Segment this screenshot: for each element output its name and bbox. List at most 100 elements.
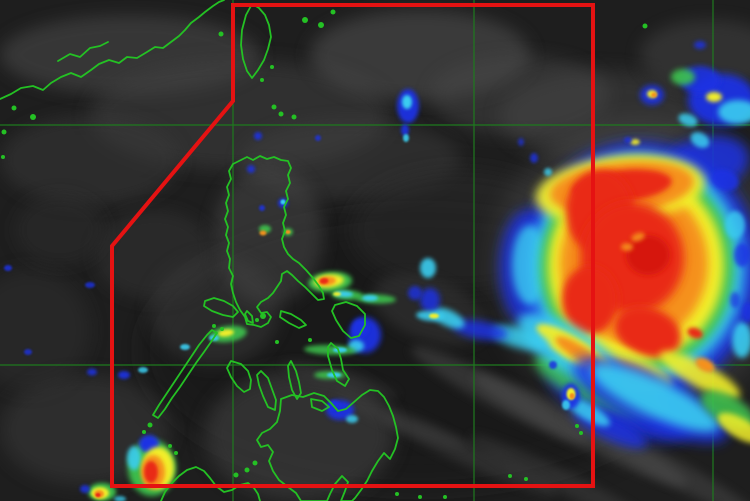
precip-cell — [420, 258, 436, 278]
typhoon-red-south — [615, 306, 681, 358]
precip-cell — [690, 132, 710, 148]
coastline-leyte — [327, 342, 350, 387]
island-dot — [642, 23, 648, 29]
precip-cell — [695, 357, 715, 373]
precip-cell — [333, 347, 347, 353]
island-dot — [395, 492, 399, 496]
island-dot — [260, 78, 264, 82]
island-dot — [260, 313, 266, 319]
cloud-blob — [640, 20, 750, 90]
island-dot — [575, 424, 579, 428]
precip-cell — [352, 319, 368, 337]
coastline-cebu — [287, 360, 302, 400]
precip-cell — [711, 169, 739, 191]
precip-cell — [630, 139, 640, 145]
precip-cell — [718, 100, 750, 124]
coastline-palawan — [152, 329, 218, 419]
precip-cell — [624, 137, 632, 143]
island-dot — [142, 430, 146, 434]
island-dot — [220, 327, 224, 331]
island-dot — [508, 474, 512, 478]
precip-cell — [254, 132, 262, 140]
coastline-bohol — [310, 398, 330, 412]
island-dot — [270, 65, 274, 69]
precip-cell — [95, 493, 101, 497]
precip-cell — [144, 461, 158, 483]
coastline-mindanao — [256, 389, 399, 501]
island-dot — [244, 467, 250, 473]
island-dot — [278, 111, 284, 117]
precip-cell — [346, 415, 358, 423]
island-dot — [174, 451, 178, 455]
typhoon-west-cyan — [512, 225, 548, 305]
precip-cell — [659, 351, 741, 399]
island-dot — [255, 318, 259, 322]
precip-cell — [569, 393, 575, 399]
coastline-mindoro — [203, 297, 239, 318]
typhoon-eye-hook — [621, 243, 633, 251]
precip-cell — [362, 295, 378, 301]
island-dot — [443, 495, 447, 499]
typhoon-eye-hook2 — [631, 232, 645, 242]
island-dot — [418, 495, 422, 499]
island-dot — [147, 422, 153, 428]
precip-cell — [259, 205, 265, 211]
precip-cell — [544, 168, 552, 176]
precip-cell — [694, 41, 706, 49]
island-dot — [524, 477, 528, 481]
typhoon-red-west — [562, 266, 618, 334]
typhoon-eye — [626, 235, 670, 275]
coastline-layer — [0, 0, 648, 501]
par-boundary — [110, 3, 595, 488]
precip-cell — [218, 329, 234, 337]
precip-cell — [734, 243, 750, 267]
island-dot — [168, 444, 172, 448]
precip-cell — [732, 322, 750, 358]
precip-cell — [138, 367, 148, 373]
cloud-blob — [0, 270, 90, 390]
precip-cell — [333, 292, 341, 296]
precip-cell — [706, 92, 722, 102]
coastline-taiwan — [240, 3, 272, 79]
coastline-negros — [256, 370, 277, 411]
island-dot — [30, 114, 36, 120]
precip-cell — [280, 199, 286, 205]
precip-cell — [452, 319, 508, 341]
precip-cell — [431, 307, 465, 329]
island-dot — [318, 22, 324, 28]
precip-cell — [687, 327, 703, 339]
precip-cell — [315, 135, 321, 141]
island-dot — [579, 431, 583, 435]
precip-cell — [651, 92, 657, 98]
precip-cell — [80, 485, 90, 493]
par-boundary-layer — [110, 3, 595, 488]
island-dot — [271, 104, 277, 110]
precip-cell — [87, 368, 97, 376]
island-dot — [218, 31, 224, 37]
typhoon-se-band-cyan — [591, 364, 719, 432]
precip-cell — [247, 165, 255, 173]
island-dot — [275, 340, 279, 344]
island-dot — [252, 460, 258, 466]
precip-cell — [118, 371, 130, 379]
island-dot — [233, 472, 239, 478]
precip-cell — [530, 153, 538, 163]
cloud-blob — [281, 361, 399, 399]
precip-cell — [403, 134, 409, 142]
coastline-luzon — [224, 155, 325, 328]
island-dot — [1, 129, 7, 135]
precip-cell — [319, 277, 329, 285]
precip-cell — [420, 288, 440, 312]
coastline-china-coast-inner — [57, 41, 109, 62]
precip-cell — [127, 446, 141, 470]
precip-cell — [742, 302, 750, 322]
precip-cell — [429, 313, 439, 319]
island-dot — [1, 155, 5, 159]
precip-cell — [549, 361, 557, 369]
coastline-tablas — [244, 310, 254, 324]
precip-cell — [285, 230, 291, 234]
coastline-china-coast — [0, 0, 225, 100]
precip-cell — [725, 211, 745, 239]
precip-cell — [518, 138, 524, 146]
